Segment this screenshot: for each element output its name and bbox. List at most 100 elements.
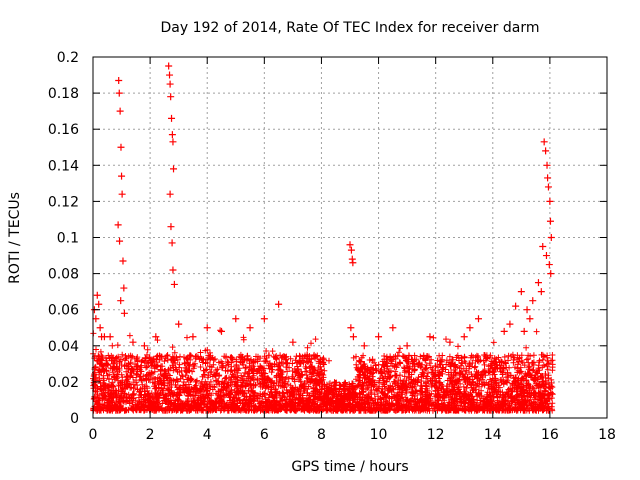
data-point	[303, 351, 311, 359]
data-point	[260, 315, 268, 323]
y-tick-label: 0.14	[48, 158, 79, 174]
data-point	[246, 324, 254, 332]
data-point	[93, 291, 101, 299]
data-point	[114, 221, 122, 229]
data-point	[175, 320, 183, 328]
data-point	[546, 217, 554, 225]
data-point	[426, 333, 434, 341]
data-point	[526, 315, 534, 323]
data-point	[232, 315, 240, 323]
x-tick-label: 10	[370, 427, 388, 443]
data-point	[203, 324, 211, 332]
data-point	[517, 288, 525, 296]
data-point	[170, 280, 178, 288]
y-tick-label: 0.04	[48, 339, 79, 355]
data-point	[92, 315, 100, 323]
data-point	[189, 333, 197, 341]
data-point	[506, 320, 514, 328]
data-point	[512, 302, 520, 310]
y-tick-label: 0.2	[57, 50, 79, 66]
data-point	[460, 333, 468, 341]
data-point	[542, 252, 550, 260]
x-tick-label: 4	[203, 427, 212, 443]
y-tick-label: 0.1	[57, 231, 79, 247]
data-point	[115, 89, 123, 97]
data-point	[169, 138, 177, 146]
y-tick-label: 0.06	[48, 303, 79, 319]
data-point	[520, 327, 528, 335]
x-tick-label: 18	[598, 427, 616, 443]
y-tick-label: 0.18	[48, 86, 79, 102]
data-point	[547, 270, 555, 278]
data-point	[95, 300, 103, 308]
data-point	[117, 297, 125, 305]
data-point	[542, 147, 550, 155]
data-point	[118, 172, 126, 180]
data-point	[547, 234, 555, 241]
data-point	[540, 138, 548, 146]
data-point	[534, 279, 542, 287]
data-point	[360, 342, 368, 350]
data-point	[389, 324, 397, 332]
data-point	[529, 297, 537, 305]
data-point	[166, 80, 174, 88]
data-point	[117, 143, 125, 151]
data-point	[346, 241, 354, 249]
data-point	[545, 261, 553, 269]
y-tick-label: 0.16	[48, 122, 79, 138]
x-tick-label: 14	[484, 427, 502, 443]
data-point	[170, 165, 178, 173]
x-tick-label: 8	[317, 427, 326, 443]
data-point	[539, 243, 547, 251]
data-points	[90, 62, 556, 414]
data-point	[120, 309, 128, 317]
y-tick-label: 0.02	[48, 375, 79, 391]
data-point	[544, 183, 552, 191]
data-point	[167, 223, 175, 231]
y-tick-label: 0.08	[48, 267, 79, 283]
data-point	[166, 71, 174, 79]
data-point	[116, 237, 124, 245]
data-point	[543, 161, 551, 169]
data-point	[168, 131, 176, 139]
data-point	[165, 62, 173, 70]
x-tick-label: 0	[89, 427, 98, 443]
data-point	[100, 333, 108, 341]
x-tick-label: 6	[260, 427, 269, 443]
axis-ticks	[92, 56, 608, 419]
data-point	[140, 342, 148, 350]
data-point	[544, 174, 552, 182]
x-axis-label: GPS time / hours	[291, 459, 408, 475]
data-point	[347, 246, 355, 254]
tick-labels: 0 2 4 6 8 10 12 14 16 18 0 0.02 0.04 0.06 0.08 0.1 0.12 0…	[48, 50, 616, 443]
data-point	[169, 266, 177, 274]
data-point	[349, 333, 357, 341]
data-point	[218, 327, 225, 335]
grid-lines	[93, 57, 607, 418]
data-point	[347, 324, 355, 332]
data-point	[166, 190, 174, 198]
data-point	[446, 338, 454, 346]
data-point	[349, 259, 357, 267]
data-point	[167, 93, 175, 101]
data-point	[546, 197, 554, 205]
y-tick-label: 0.12	[48, 194, 79, 210]
data-point	[168, 114, 176, 122]
data-point	[375, 333, 383, 341]
data-point	[475, 315, 482, 323]
data-point	[275, 300, 283, 308]
data-point	[168, 239, 176, 247]
dense-data-band	[90, 327, 556, 414]
data-point	[96, 324, 104, 332]
data-point	[152, 333, 160, 341]
data-point	[523, 306, 531, 314]
y-tick-label: 0	[70, 411, 79, 427]
data-point	[289, 338, 297, 346]
x-tick-label: 12	[427, 427, 445, 443]
data-point	[537, 288, 545, 296]
data-point	[119, 257, 127, 265]
data-point	[500, 327, 508, 335]
y-axis-label: ROTI / TECUs	[7, 192, 23, 284]
x-tick-label: 16	[541, 427, 559, 443]
